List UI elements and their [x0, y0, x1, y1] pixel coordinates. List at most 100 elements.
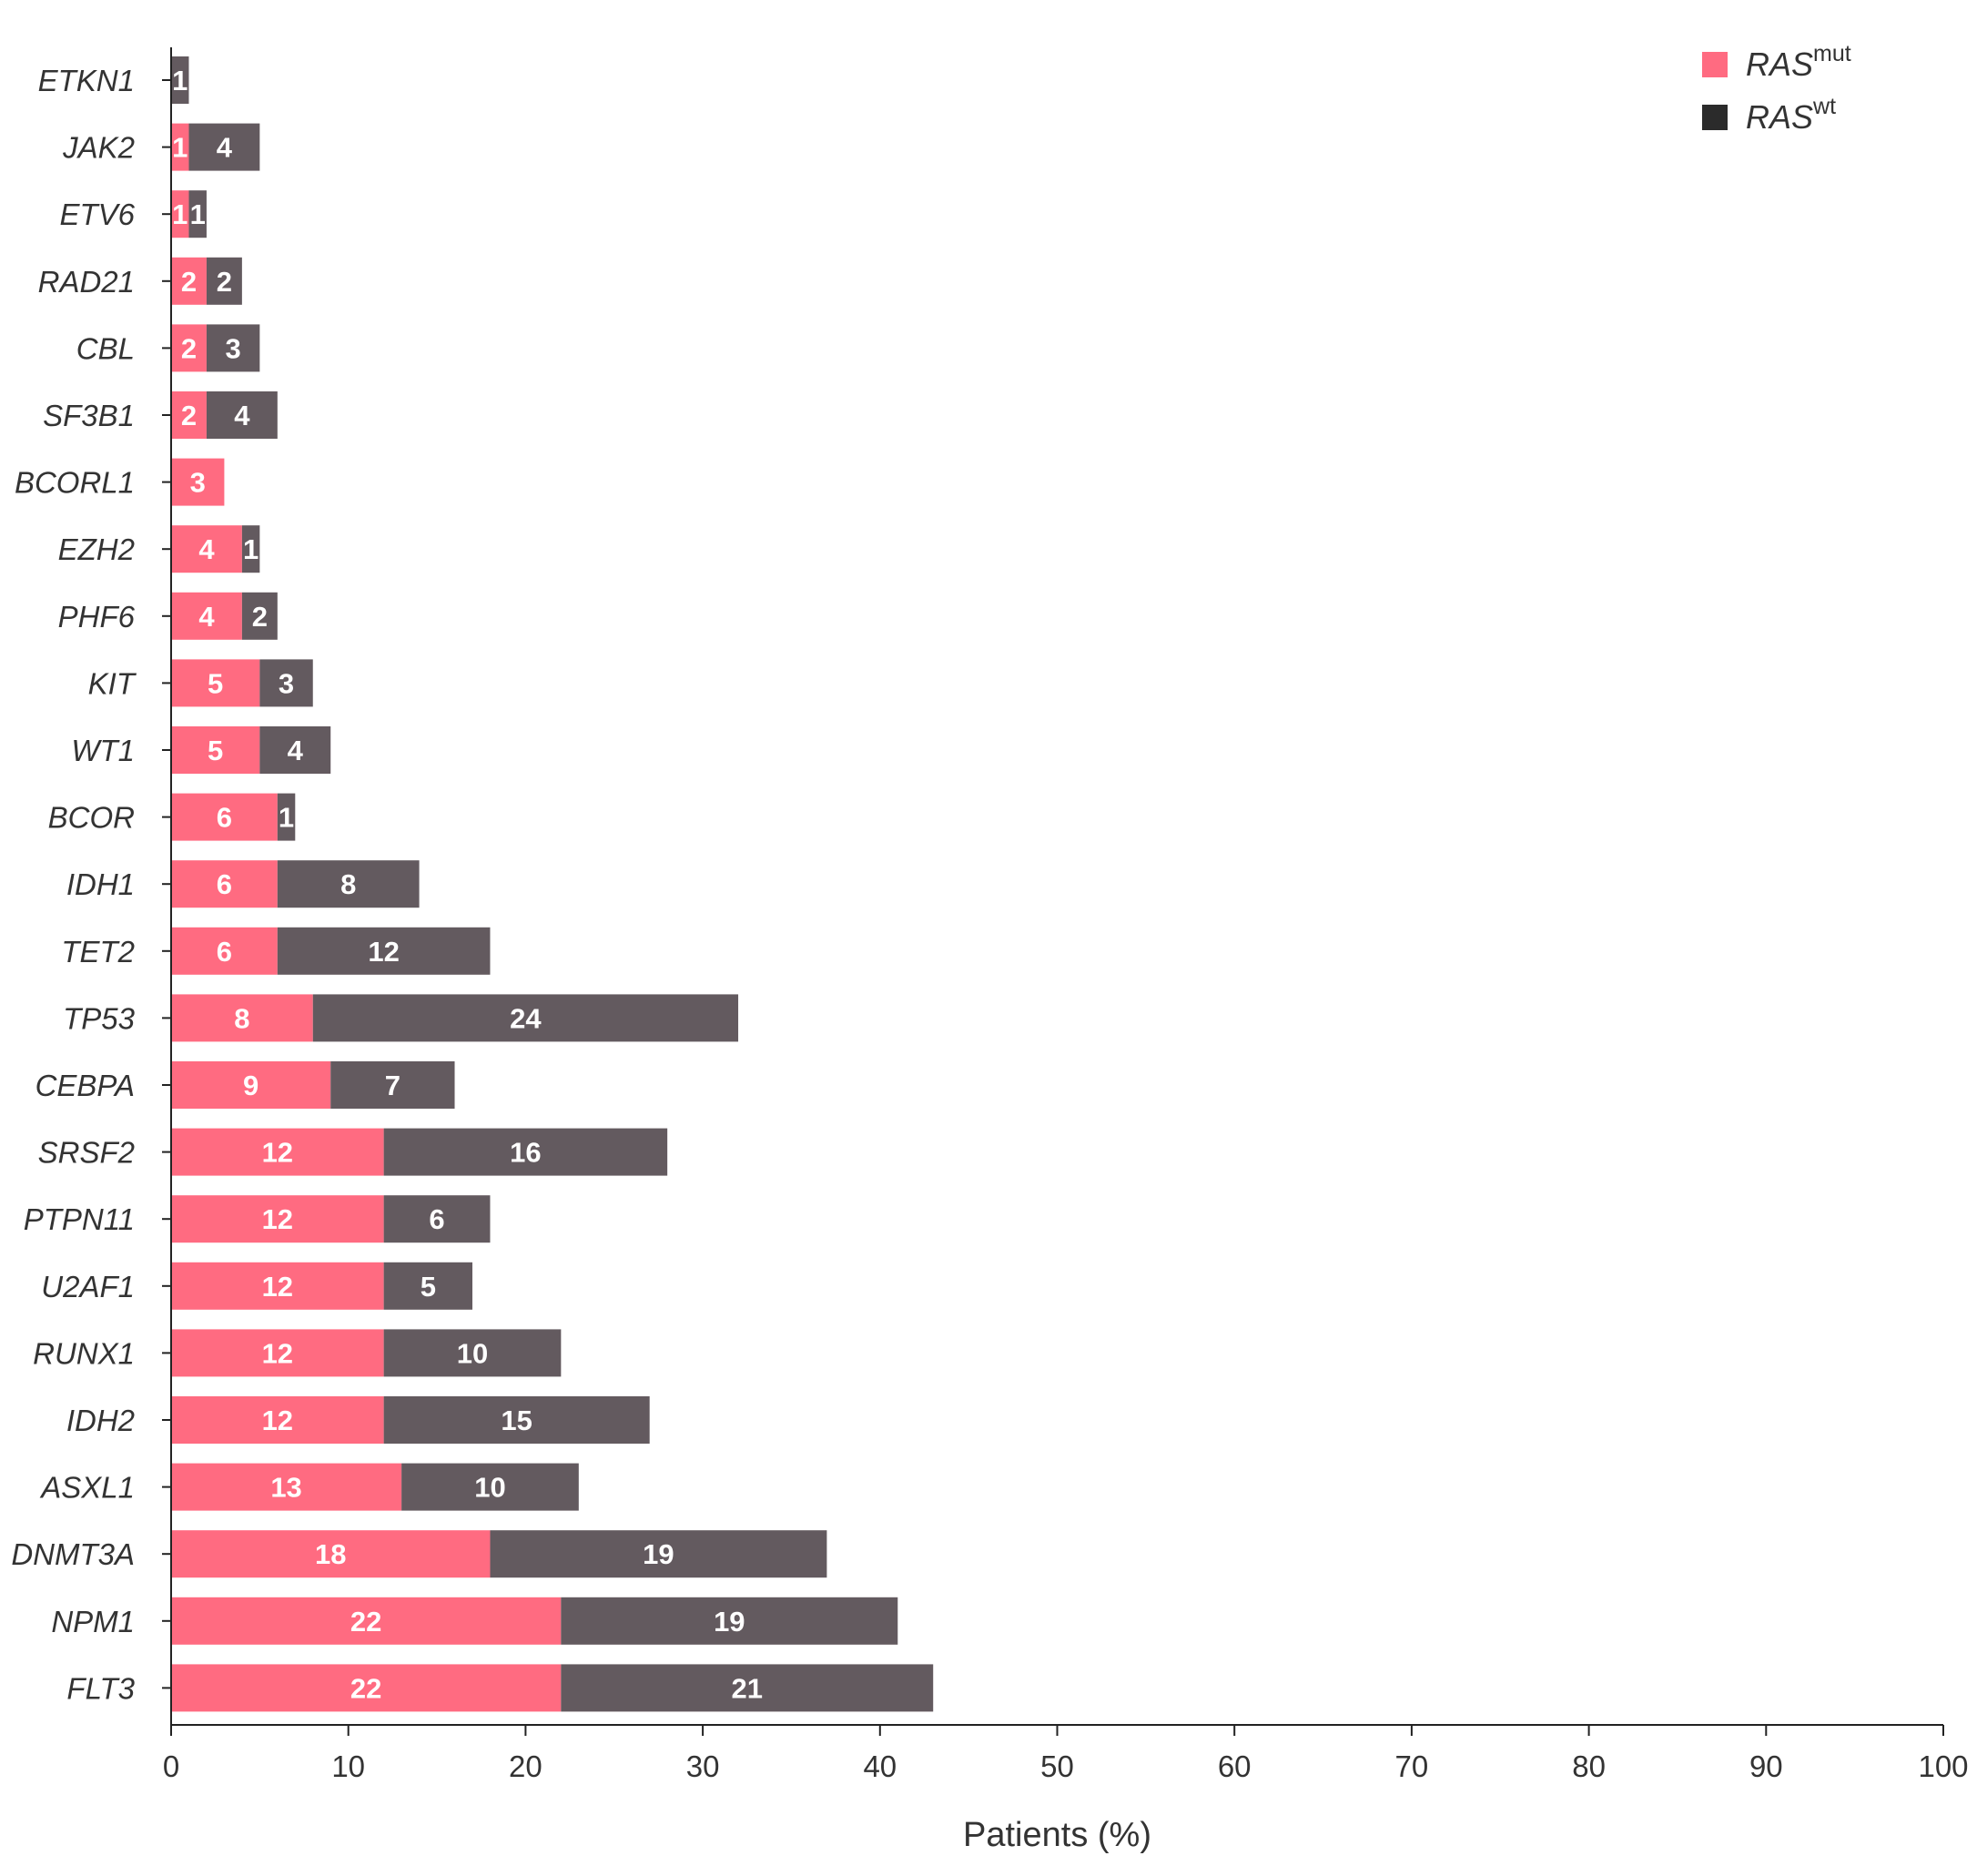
- label-raswt-phf6: 2: [252, 601, 268, 633]
- y-axis: ETKN1 JAK2 ETV6 RAD21 CBL SF3B1 BCORL1 EZH2 PHF6…: [11, 47, 172, 1725]
- bar-rasmut-dnmt3a: [171, 1530, 491, 1578]
- bar-rasmut-u2af1: [171, 1262, 384, 1310]
- bar-raswt-sf3b1: [206, 391, 278, 439]
- x-tick-label: 20: [509, 1749, 542, 1783]
- label-raswt-cebpa: 7: [385, 1070, 400, 1101]
- label-raswt-idh2: 15: [501, 1404, 532, 1436]
- bar-rasmut-tet2: [171, 927, 278, 975]
- y-tick-label-cbl: CBL: [76, 331, 135, 365]
- y-tick-label-idh2: IDH2: [66, 1404, 135, 1437]
- legend-label-raswt: RASwt: [1746, 94, 1836, 136]
- bar-rasmut-asxl1: [171, 1463, 402, 1511]
- x-tick-label: 60: [1218, 1749, 1252, 1783]
- label-raswt-tet2: 12: [368, 936, 399, 968]
- y-tick-label-cebpa: CEBPA: [35, 1069, 135, 1102]
- label-rasmut-bcor: 6: [217, 802, 232, 834]
- bar-rasmut-npm1: [171, 1597, 562, 1645]
- bar-rasmut-cbl: [171, 324, 207, 372]
- bar-raswt-jak2: [188, 123, 260, 171]
- label-rasmut-idh2: 12: [262, 1404, 293, 1436]
- y-tick-label-ezh2: EZH2: [58, 532, 135, 566]
- label-raswt-srsf2: 16: [510, 1137, 541, 1169]
- bar-raswt-tp53: [312, 994, 739, 1042]
- label-raswt-npm1: 19: [714, 1606, 745, 1638]
- bar-rasmut-wt1: [171, 726, 260, 774]
- x-tick-label: 0: [163, 1749, 179, 1783]
- label-rasmut-dnmt3a: 18: [315, 1538, 346, 1570]
- bar-raswt-etkn1: [171, 56, 189, 104]
- bar-rasmut-bcorl1: [171, 458, 225, 506]
- bar-raswt-ezh2: [241, 525, 260, 573]
- x-tick-label: 100: [1918, 1749, 1968, 1783]
- label-rasmut-flt3: 22: [350, 1672, 381, 1704]
- y-tick-label-tet2: TET2: [61, 935, 135, 968]
- label-raswt-bcor: 1: [279, 802, 294, 834]
- bar-rasmut-ezh2: [171, 525, 242, 573]
- bar-rasmut-jak2: [171, 123, 189, 171]
- x-tick-label: 70: [1395, 1749, 1429, 1783]
- bar-raswt-cebpa: [330, 1061, 455, 1109]
- bar-rasmut-idh1: [171, 860, 278, 908]
- x-tick-label: 30: [686, 1749, 720, 1783]
- y-tick-label-bcor: BCOR: [48, 801, 135, 835]
- bar-rasmut-rad21: [171, 257, 207, 305]
- x-axis-title: Patients (%): [963, 1816, 1151, 1854]
- label-rasmut-phf6: 4: [198, 601, 215, 633]
- y-tick-label-runx1: RUNX1: [33, 1336, 135, 1370]
- label-rasmut-npm1: 22: [350, 1606, 381, 1638]
- bar-raswt-dnmt3a: [490, 1530, 827, 1578]
- y-tick-label-kit: KIT: [88, 666, 137, 700]
- label-raswt-rad21: 2: [217, 266, 232, 298]
- x-tick-label: 90: [1749, 1749, 1783, 1783]
- bar-raswt-etv6: [188, 190, 207, 238]
- legend-label-rasmut: RASmut: [1746, 41, 1851, 83]
- y-tick-label-flt3: FLT3: [66, 1671, 135, 1705]
- x-tick-label: 50: [1040, 1749, 1074, 1783]
- label-rasmut-srsf2: 12: [262, 1137, 293, 1169]
- label-raswt-ezh2: 1: [243, 533, 259, 565]
- bar-rasmut-cebpa: [171, 1061, 331, 1109]
- y-tick-label-dnmt3a: DNMT3A: [11, 1537, 135, 1571]
- x-tick-label: 40: [863, 1749, 897, 1783]
- bar-raswt-bcor: [277, 793, 296, 841]
- bar-rasmut-flt3: [171, 1664, 562, 1712]
- label-raswt-etkn1: 1: [172, 65, 188, 96]
- bar-raswt-idh1: [277, 860, 420, 908]
- label-raswt-wt1: 4: [288, 735, 304, 766]
- bar-raswt-phf6: [241, 592, 278, 640]
- bar-rasmut-kit: [171, 659, 260, 707]
- label-rasmut-idh1: 6: [217, 868, 232, 900]
- bar-rasmut-idh2: [171, 1396, 384, 1444]
- y-tick-label-idh1: IDH1: [66, 867, 135, 901]
- bar-raswt-wt1: [259, 726, 331, 774]
- bar-raswt-cbl: [206, 324, 260, 372]
- label-rasmut-jak2: 1: [172, 132, 188, 164]
- label-raswt-cbl: 3: [226, 332, 241, 364]
- y-tick-label-jak2: JAK2: [62, 131, 135, 165]
- bar-raswt-runx1: [383, 1329, 562, 1377]
- label-rasmut-sf3b1: 2: [181, 400, 197, 431]
- bar-raswt-kit: [259, 659, 313, 707]
- bar-raswt-u2af1: [383, 1262, 472, 1310]
- y-tick-label-phf6: PHF6: [58, 600, 136, 634]
- bar-raswt-asxl1: [401, 1463, 579, 1511]
- y-tick-label-srsf2: SRSF2: [38, 1136, 135, 1170]
- bar-rasmut-etv6: [171, 190, 189, 238]
- bar-raswt-tet2: [277, 927, 491, 975]
- label-raswt-kit: 3: [279, 667, 294, 699]
- label-rasmut-asxl1: 13: [270, 1472, 301, 1504]
- label-raswt-etv6: 1: [190, 198, 206, 230]
- bar-rasmut-bcor: [171, 793, 278, 841]
- legend-swatch-raswt: [1702, 105, 1728, 130]
- y-tick-label-wt1: WT1: [71, 734, 135, 767]
- y-tick-label-rad21: RAD21: [38, 265, 135, 299]
- label-rasmut-u2af1: 12: [262, 1271, 293, 1303]
- bar-rasmut-ptpn11: [171, 1195, 384, 1243]
- label-rasmut-wt1: 5: [208, 735, 223, 766]
- label-raswt-flt3: 21: [732, 1672, 763, 1704]
- x-tick-label: 10: [331, 1749, 365, 1783]
- label-raswt-sf3b1: 4: [234, 400, 250, 431]
- label-rasmut-ptpn11: 12: [262, 1203, 293, 1235]
- bars-layer: [171, 56, 934, 1712]
